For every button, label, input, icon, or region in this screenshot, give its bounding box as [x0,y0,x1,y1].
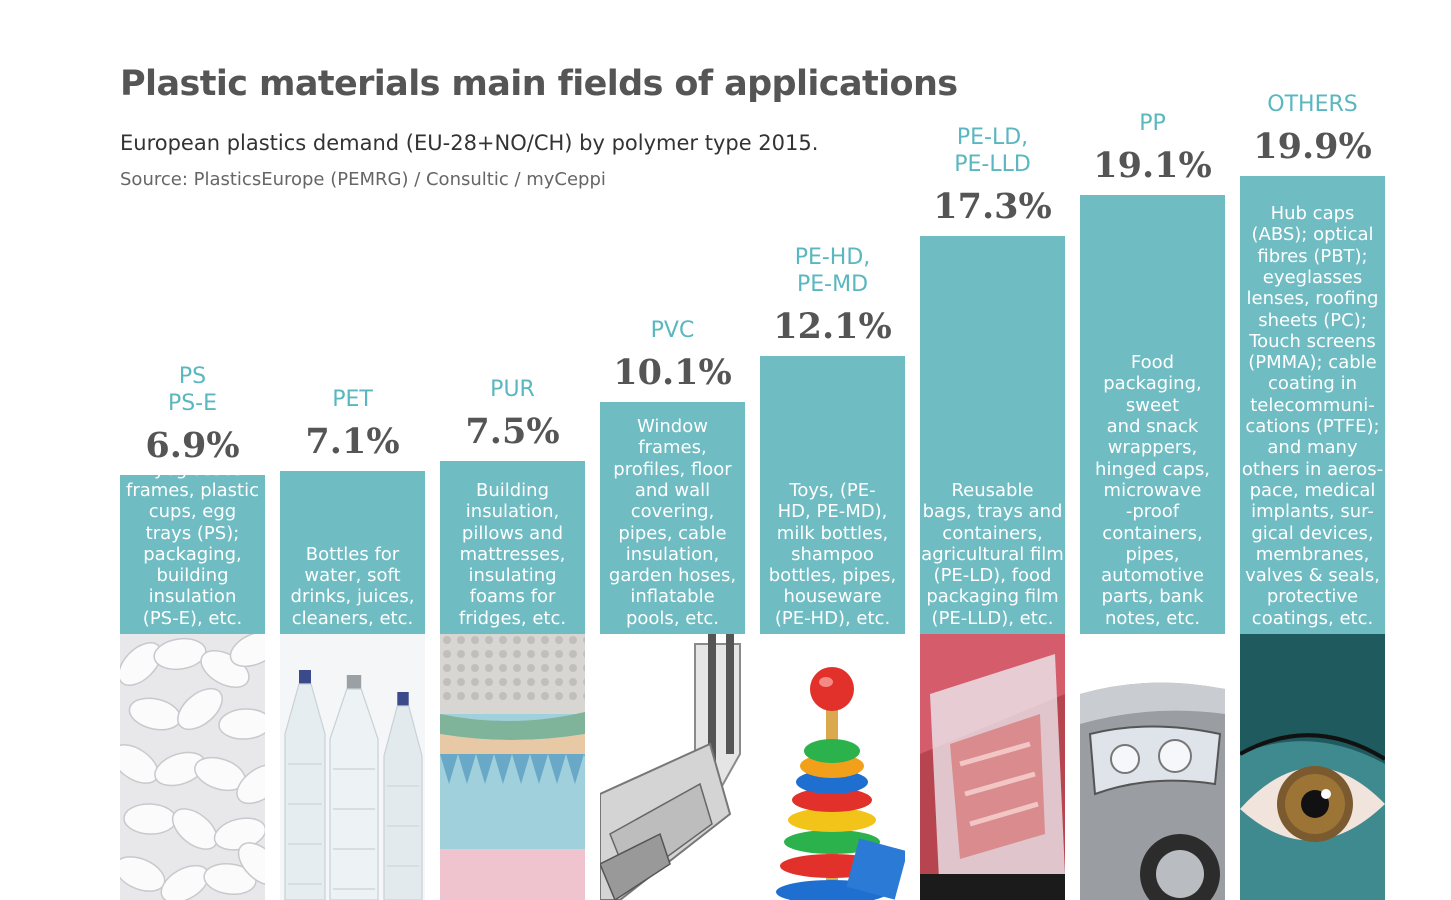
bar-column: PP 19.1% Food packaging, sweet and snack w… [1080,0,1225,900]
bar-value-label: 19.1% [1093,145,1212,186]
bar-application-text: Bottles for water, soft drinks, juices, … [290,543,415,629]
bar: Reusable bags, trays and containers, agr… [920,236,1065,634]
bar-application-text: Toys, (PE- HD, PE-MD), milk bottles, sha… [768,479,897,629]
bar: Window frames, profiles, floor and wall … [600,402,745,634]
bar-application-text: Window frames, profiles, floor and wall … [608,416,737,629]
bar-application-text: Reusable bags, trays and containers, agr… [921,479,1064,629]
bar-application-text: Hub caps (ABS); optical fibres (PBT); ey… [1241,203,1384,629]
bar-application-text: Building insulation, pillows and mattres… [458,479,567,629]
polymer-category-label: OTHERS [1267,92,1358,117]
packaging-peanuts-photo [120,634,265,900]
bar-value-label: 12.1% [773,306,892,347]
bar-application-text: Food packaging, sweet and snack wrappers… [1095,352,1210,629]
bar: Eyeglasses frames, plastic cups, egg tra… [120,459,265,634]
polymer-category-label: PE-HD, PE-MD [794,245,871,297]
car-headlight-photo [1080,634,1225,900]
polymer-category-label: PS PS-E [167,364,218,416]
bar: Toys, (PE- HD, PE-MD), milk bottles, sha… [760,356,905,634]
chart-source: Source: PlasticsEurope (PEMRG) / Consult… [120,169,606,190]
mattress-foam-photo [440,634,585,900]
bar-column: PS PS-E 6.9% Eyeglasses frames, plastic cu… [120,0,265,900]
polymer-category-label: PP [1139,111,1166,136]
bar-value-label: 17.3% [933,186,1052,227]
bar-value-label: 7.5% [465,411,560,452]
bar-value-label: 7.1% [305,421,400,462]
bar-value-label: 10.1% [613,352,732,393]
bar-column: PUR 7.5% Building insulation, pillows and … [440,0,585,900]
bar-column: PE-LD, PE-LLD 17.3% Reusable bags, trays a… [920,0,1065,900]
food-packaging-film-photo [920,634,1065,900]
bar: Building insulation, pillows and mattres… [440,461,585,634]
eye-photo [1240,634,1385,900]
stacking-rings-toy-photo [760,634,905,900]
bar-value-label: 19.9% [1253,126,1372,167]
polymer-category-label: PUR [490,377,535,402]
bar-column: OTHERS 19.9% Hub caps (ABS); optical fibre… [1240,0,1385,900]
chart-title: Plastic materials main fields of applica… [120,64,958,104]
bar: Food packaging, sweet and snack wrappers… [1080,195,1225,634]
bar: Bottles for water, soft drinks, juices, … [280,471,425,634]
polymer-category-label: PVC [650,318,695,343]
polymer-category-label: PET [332,387,373,412]
bar-application-text: Eyeglasses frames, plastic cups, egg tra… [126,458,259,629]
bar-column: PE-HD, PE-MD 12.1% Toys, (PE- HD, PE-MD), … [760,0,905,900]
bar: Hub caps (ABS); optical fibres (PBT); ey… [1240,176,1385,634]
polymer-category-label: PE-LD, PE-LLD [954,125,1031,177]
bar-value-label: 6.9% [145,425,240,466]
bar-column: PVC 10.1% Window frames, profiles, floor a… [600,0,745,900]
window-frame-profile-photo [600,634,745,900]
chart-subtitle: European plastics demand (EU-28+NO/CH) b… [120,131,819,155]
water-bottles-photo [280,634,425,900]
bar-column: PET 7.1% Bottles for water, soft drinks, j… [280,0,425,900]
